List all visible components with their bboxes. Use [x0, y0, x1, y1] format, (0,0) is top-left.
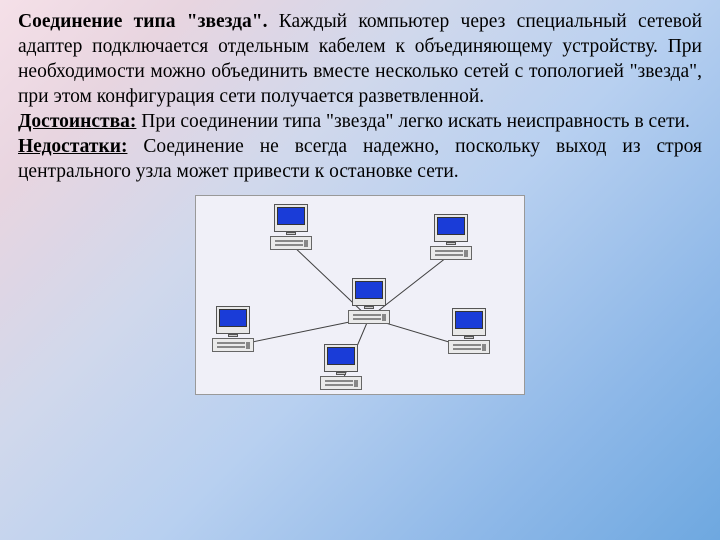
- monitor-icon: [352, 278, 386, 306]
- star-topology-diagram: [195, 195, 525, 395]
- pc-case-icon: [430, 246, 472, 260]
- computer-node-bottom: [316, 344, 376, 394]
- description-block: Соединение типа "звезда". Каждый компьют…: [0, 0, 720, 191]
- diagram-container: [0, 195, 720, 395]
- computer-node-top-left: [266, 204, 326, 254]
- computer-node-right: [444, 308, 504, 358]
- pc-case-icon: [448, 340, 490, 354]
- pc-case-icon: [348, 310, 390, 324]
- monitor-icon: [324, 344, 358, 372]
- monitor-icon: [274, 204, 308, 232]
- pc-case-icon: [212, 338, 254, 352]
- monitor-icon: [434, 214, 468, 242]
- computer-node-left: [208, 306, 268, 356]
- monitor-icon: [452, 308, 486, 336]
- monitor-icon: [216, 306, 250, 334]
- advantages-label: Достоинства:: [18, 111, 136, 132]
- disadvantages-label: Недостатки:: [18, 136, 127, 157]
- computer-node-center: [344, 278, 404, 328]
- computer-node-top-right: [426, 214, 486, 264]
- advantages-text: При соединении типа "звезда" легко искат…: [136, 111, 690, 132]
- pc-case-icon: [320, 376, 362, 390]
- pc-case-icon: [270, 236, 312, 250]
- title: Соединение типа "звезда".: [18, 11, 267, 32]
